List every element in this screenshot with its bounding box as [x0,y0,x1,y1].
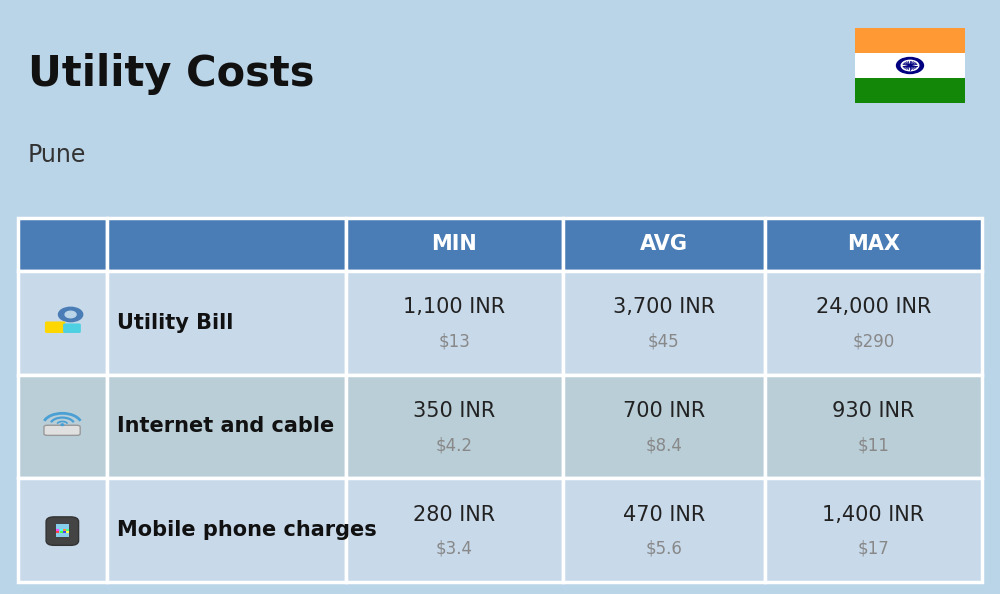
Bar [66,529,69,531]
FancyBboxPatch shape [63,323,81,333]
Bar [60,531,63,533]
Text: Utility Costs: Utility Costs [28,53,314,96]
Text: 3,700 INR: 3,700 INR [613,297,715,317]
FancyBboxPatch shape [44,425,80,435]
Text: 700 INR: 700 INR [623,401,705,421]
Bar [56,523,69,538]
Text: $11: $11 [858,436,889,454]
Text: Utility Bill: Utility Bill [117,312,233,333]
Bar [855,53,965,78]
Text: $17: $17 [858,540,889,558]
Text: 1,100 INR: 1,100 INR [403,297,505,317]
Circle shape [897,58,923,74]
Bar [346,375,563,478]
Bar [563,478,765,582]
Text: 1,400 INR: 1,400 INR [822,504,925,525]
Text: 24,000 INR: 24,000 INR [816,297,931,317]
Text: $4.2: $4.2 [436,436,473,454]
Bar [855,78,965,103]
Bar [563,218,765,271]
Circle shape [908,65,912,67]
Bar [346,218,563,271]
Text: Pune: Pune [28,143,86,166]
Bar [346,271,563,375]
Text: $8.4: $8.4 [645,436,682,454]
Bar [107,218,346,271]
FancyBboxPatch shape [45,321,65,333]
Text: Mobile phone charges: Mobile phone charges [117,520,376,540]
Text: $45: $45 [648,332,680,350]
Text: Internet and cable: Internet and cable [117,416,334,437]
Bar [18,478,107,582]
Circle shape [901,61,919,71]
Text: 350 INR: 350 INR [413,401,495,421]
Bar [765,375,982,478]
Bar [563,375,765,478]
Bar [56,529,59,531]
Text: AVG: AVG [640,235,688,254]
Bar [107,375,346,478]
Bar [63,529,66,531]
Bar [563,271,765,375]
Bar [107,478,346,582]
Bar [855,28,965,53]
Text: MIN: MIN [431,235,477,254]
Circle shape [58,307,83,322]
Bar [18,271,107,375]
Bar [60,529,63,531]
Bar [18,218,107,271]
FancyBboxPatch shape [46,517,79,545]
Bar [765,478,982,582]
Bar [107,271,346,375]
Text: $290: $290 [852,332,895,350]
Bar [66,531,69,533]
Text: $5.6: $5.6 [645,540,682,558]
Text: $3.4: $3.4 [436,540,473,558]
Circle shape [65,311,76,318]
Bar [56,531,59,533]
Bar [63,531,66,533]
Circle shape [61,424,64,425]
Text: $13: $13 [438,332,470,350]
Text: 470 INR: 470 INR [623,504,705,525]
Bar [18,375,107,478]
Bar [765,218,982,271]
Text: 280 INR: 280 INR [413,504,495,525]
Text: MAX: MAX [847,235,900,254]
Bar [346,478,563,582]
Bar [765,271,982,375]
Text: 930 INR: 930 INR [832,401,915,421]
